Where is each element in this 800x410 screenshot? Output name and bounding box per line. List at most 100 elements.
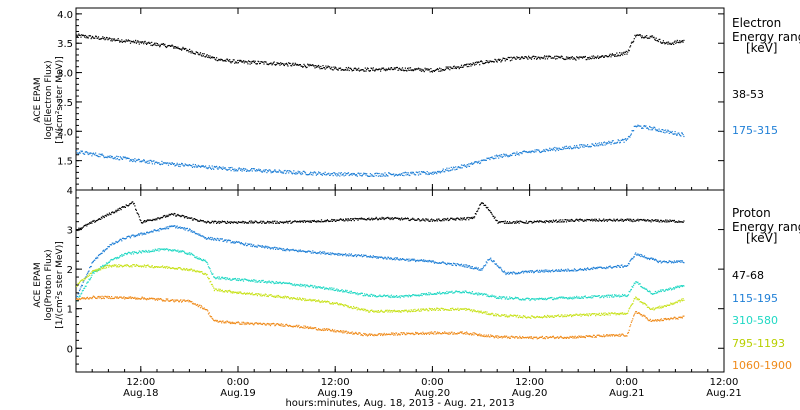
proton-point: [278, 247, 280, 249]
proton-point: [456, 290, 458, 293]
proton-point: [89, 267, 91, 269]
proton-point: [589, 314, 592, 317]
proton-point: [400, 311, 402, 313]
electron-point: [171, 44, 173, 46]
proton-point: [444, 262, 446, 264]
proton-point: [235, 291, 237, 293]
proton-point: [129, 203, 131, 205]
electron-point: [115, 158, 117, 160]
proton-point: [113, 243, 116, 245]
proton-point: [366, 294, 369, 296]
electron-point: [542, 57, 544, 60]
proton-point: [237, 221, 239, 223]
proton-point: [377, 257, 379, 259]
electron-point: [430, 68, 432, 70]
panel-frame-electron: [75, 7, 725, 191]
electron-point: [407, 67, 409, 69]
electron-point: [598, 145, 600, 147]
electron-point: [168, 44, 170, 47]
electron-point: [227, 169, 229, 171]
proton-point: [598, 295, 600, 297]
proton-point: [95, 270, 97, 272]
electron-point: [318, 171, 320, 173]
electron-point: [390, 174, 393, 176]
electron-point: [641, 127, 643, 129]
proton-point: [254, 293, 256, 296]
electron-point: [526, 57, 528, 59]
proton-point: [389, 218, 391, 221]
proton-point: [377, 310, 379, 312]
proton-point: [579, 314, 581, 316]
proton-point: [230, 279, 232, 281]
electron-point: [453, 167, 455, 169]
electron-point: [148, 160, 150, 162]
proton-point: [613, 313, 615, 315]
proton-point: [441, 307, 443, 309]
electron-point: [420, 68, 422, 70]
proton-point: [493, 217, 495, 219]
proton-point: [586, 297, 588, 299]
electron-point: [457, 66, 459, 68]
proton-point: [445, 293, 447, 295]
proton-point: [258, 280, 260, 282]
electron-point: [146, 161, 148, 163]
proton-point: [245, 278, 247, 281]
proton-point: [310, 285, 312, 287]
proton-point: [385, 217, 387, 219]
electron-point: [103, 155, 105, 157]
proton-point: [465, 219, 467, 221]
proton-point: [544, 315, 546, 317]
electron-point: [633, 130, 635, 132]
proton-point: [616, 313, 619, 315]
electron-point: [564, 58, 566, 61]
proton-point: [458, 309, 460, 311]
proton-point: [81, 292, 83, 294]
proton-point: [127, 205, 129, 207]
electron-point: [622, 138, 624, 140]
proton-point: [677, 221, 679, 223]
proton-point: [242, 293, 245, 295]
electron-point: [380, 173, 382, 175]
proton-point: [206, 261, 208, 264]
proton-point: [468, 217, 471, 219]
proton-point: [131, 266, 133, 268]
proton-point: [409, 219, 411, 222]
electron-point: [264, 61, 266, 63]
electron-point: [214, 58, 216, 60]
proton-point: [613, 218, 615, 220]
electron-point: [419, 69, 421, 71]
proton-point: [144, 233, 146, 235]
proton-point: [549, 315, 552, 317]
electron-point: [420, 173, 422, 175]
proton-point: [536, 298, 538, 300]
proton-point: [339, 218, 342, 220]
proton-point: [205, 261, 207, 263]
electron-point: [417, 68, 419, 70]
proton-point: [158, 217, 160, 219]
proton-point: [140, 251, 142, 253]
proton-point: [349, 219, 351, 221]
electron-point: [528, 151, 530, 153]
proton-point: [116, 241, 118, 244]
proton-point: [657, 261, 659, 264]
proton-point: [88, 278, 90, 280]
electron-point: [93, 37, 95, 39]
proton-point: [199, 233, 201, 235]
proton-point: [423, 293, 425, 295]
proton-point: [233, 221, 235, 223]
electron-point: [136, 41, 138, 43]
electron-point: [164, 43, 166, 45]
proton-point: [161, 217, 163, 219]
electron-point: [639, 34, 641, 36]
electron-point: [318, 64, 320, 67]
electron-point: [494, 58, 496, 60]
electron-point: [587, 57, 589, 59]
proton-point: [431, 261, 433, 263]
proton-point: [355, 256, 358, 258]
proton-point: [561, 269, 563, 272]
proton-point: [315, 287, 317, 289]
proton-point: [633, 218, 635, 221]
proton-point: [450, 291, 452, 293]
electron-point: [234, 61, 237, 63]
